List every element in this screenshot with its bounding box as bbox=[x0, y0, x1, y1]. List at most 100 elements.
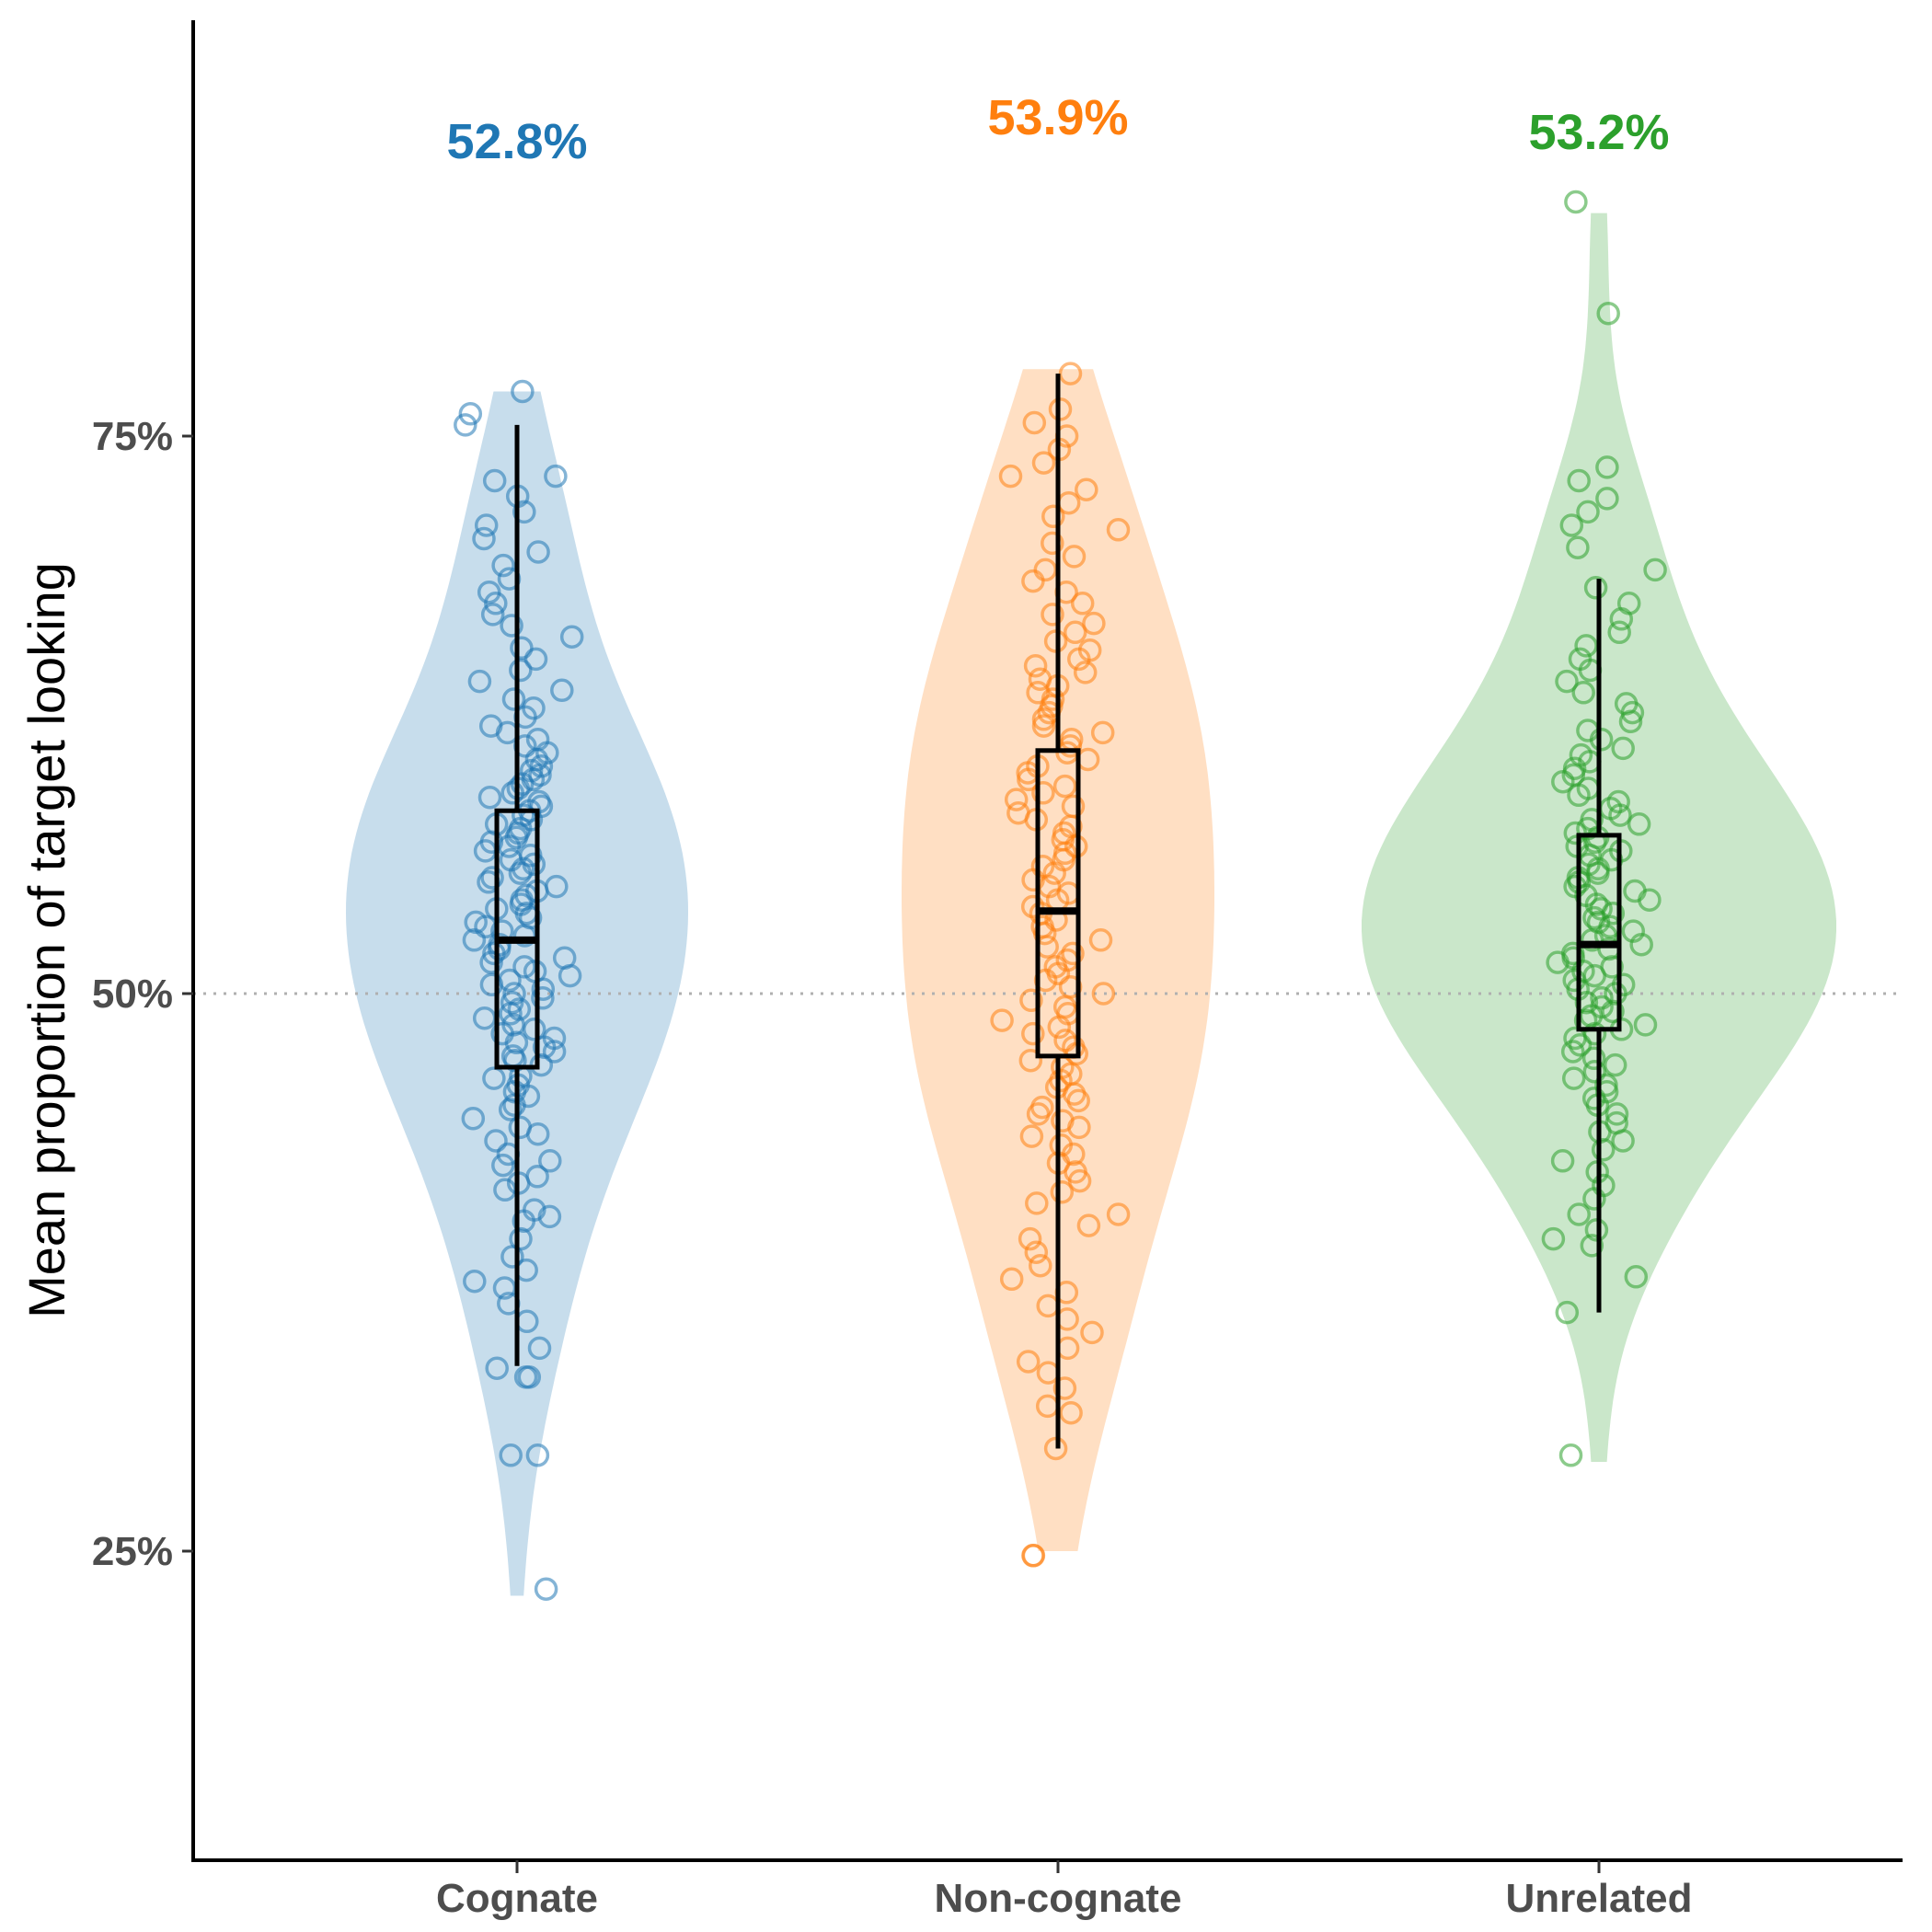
data-point bbox=[537, 1204, 562, 1229]
data-point bbox=[523, 1198, 546, 1222]
data-point bbox=[1030, 1095, 1054, 1120]
data-point bbox=[1025, 1191, 1049, 1215]
data-point bbox=[1568, 647, 1593, 672]
mean-label: 53.9% bbox=[987, 90, 1128, 145]
x-tick-label: Unrelated bbox=[1506, 1876, 1693, 1921]
data-point bbox=[998, 464, 1023, 489]
data-point bbox=[525, 1443, 550, 1467]
data-point bbox=[518, 843, 543, 868]
data-point bbox=[467, 669, 492, 694]
data-point bbox=[1581, 1087, 1606, 1110]
data-point bbox=[1621, 919, 1646, 943]
data-point bbox=[1077, 638, 1102, 662]
data-point bbox=[477, 785, 502, 810]
data-point bbox=[1019, 988, 1043, 1013]
data-point bbox=[491, 1153, 515, 1178]
data-point bbox=[1568, 1033, 1593, 1057]
data-point bbox=[1006, 800, 1030, 825]
data-point bbox=[1590, 995, 1614, 1019]
x-tick-layer: Cognate Non-cognate Unrelated bbox=[436, 1860, 1692, 1921]
data-point bbox=[1596, 301, 1620, 326]
data-point bbox=[509, 658, 533, 683]
data-point bbox=[1063, 620, 1087, 645]
data-point bbox=[1582, 1060, 1607, 1084]
data-point bbox=[482, 1066, 506, 1090]
data-point bbox=[559, 625, 584, 649]
data-point bbox=[1571, 681, 1595, 705]
data-point bbox=[488, 932, 512, 957]
data-point bbox=[1052, 774, 1077, 799]
data-point bbox=[463, 1269, 487, 1294]
data-point bbox=[526, 540, 550, 564]
data-point bbox=[1026, 681, 1050, 705]
data-point bbox=[1029, 1253, 1052, 1278]
data-point bbox=[499, 1443, 523, 1467]
data-point bbox=[1022, 410, 1047, 435]
data-point bbox=[1059, 1400, 1083, 1425]
data-point bbox=[1611, 736, 1635, 761]
data-point bbox=[1020, 894, 1045, 919]
y-tick-label: 25% bbox=[92, 1529, 173, 1574]
data-point bbox=[478, 714, 503, 738]
data-point bbox=[510, 636, 534, 661]
data-point bbox=[1023, 653, 1048, 678]
data-point bbox=[485, 1356, 509, 1380]
data-point bbox=[1592, 1173, 1616, 1198]
data-point bbox=[482, 468, 507, 493]
data-point bbox=[999, 1267, 1024, 1292]
data-point bbox=[1589, 897, 1613, 921]
data-point bbox=[1594, 1073, 1618, 1098]
data-point bbox=[501, 687, 526, 711]
data-point bbox=[523, 647, 548, 672]
data-point bbox=[1606, 789, 1630, 814]
data-point bbox=[1611, 972, 1636, 997]
data-point bbox=[1564, 190, 1588, 214]
data-point bbox=[990, 1008, 1014, 1032]
data-point bbox=[484, 1129, 508, 1153]
data-point bbox=[1024, 1240, 1049, 1264]
data-point bbox=[1031, 707, 1056, 731]
data-point bbox=[1041, 603, 1064, 627]
x-tick-label: Cognate bbox=[436, 1876, 598, 1921]
data-point bbox=[512, 955, 536, 979]
data-point bbox=[1643, 558, 1667, 582]
data-point bbox=[1580, 808, 1604, 832]
data-point bbox=[1590, 986, 1614, 1010]
data-point bbox=[498, 968, 522, 993]
data-point bbox=[1061, 794, 1086, 819]
data-point bbox=[1604, 1110, 1628, 1135]
data-point bbox=[1595, 487, 1619, 511]
data-point bbox=[491, 553, 515, 578]
y-tick-label: 50% bbox=[92, 972, 173, 1017]
data-point bbox=[1043, 955, 1068, 979]
data-point bbox=[1073, 661, 1098, 684]
data-point bbox=[1058, 362, 1083, 385]
data-point bbox=[1567, 1202, 1591, 1226]
data-point bbox=[550, 678, 574, 703]
data-point bbox=[552, 946, 577, 970]
data-point bbox=[1031, 451, 1056, 475]
data-point bbox=[1016, 1350, 1041, 1374]
data-point bbox=[480, 866, 504, 890]
data-point bbox=[1041, 687, 1065, 711]
data-point bbox=[1607, 620, 1631, 645]
data-point bbox=[1555, 669, 1579, 694]
axes bbox=[191, 20, 1903, 1862]
data-point bbox=[1591, 1137, 1616, 1162]
y-tick-layer: 25% 50% 75% bbox=[92, 414, 193, 1574]
box-iqr bbox=[1035, 748, 1081, 1059]
data-point bbox=[1600, 955, 1624, 979]
point-layer bbox=[454, 190, 1667, 1601]
data-point bbox=[507, 997, 532, 1021]
data-point bbox=[480, 603, 505, 627]
mean-label: 52.8% bbox=[446, 114, 587, 169]
data-point bbox=[472, 526, 496, 551]
data-point bbox=[464, 910, 488, 935]
data-point bbox=[1583, 576, 1608, 600]
data-point bbox=[1559, 513, 1584, 537]
data-point bbox=[500, 990, 524, 1015]
data-point bbox=[502, 982, 526, 1006]
data-point bbox=[1627, 812, 1651, 836]
data-point bbox=[1106, 1202, 1131, 1226]
data-point bbox=[1070, 592, 1095, 615]
